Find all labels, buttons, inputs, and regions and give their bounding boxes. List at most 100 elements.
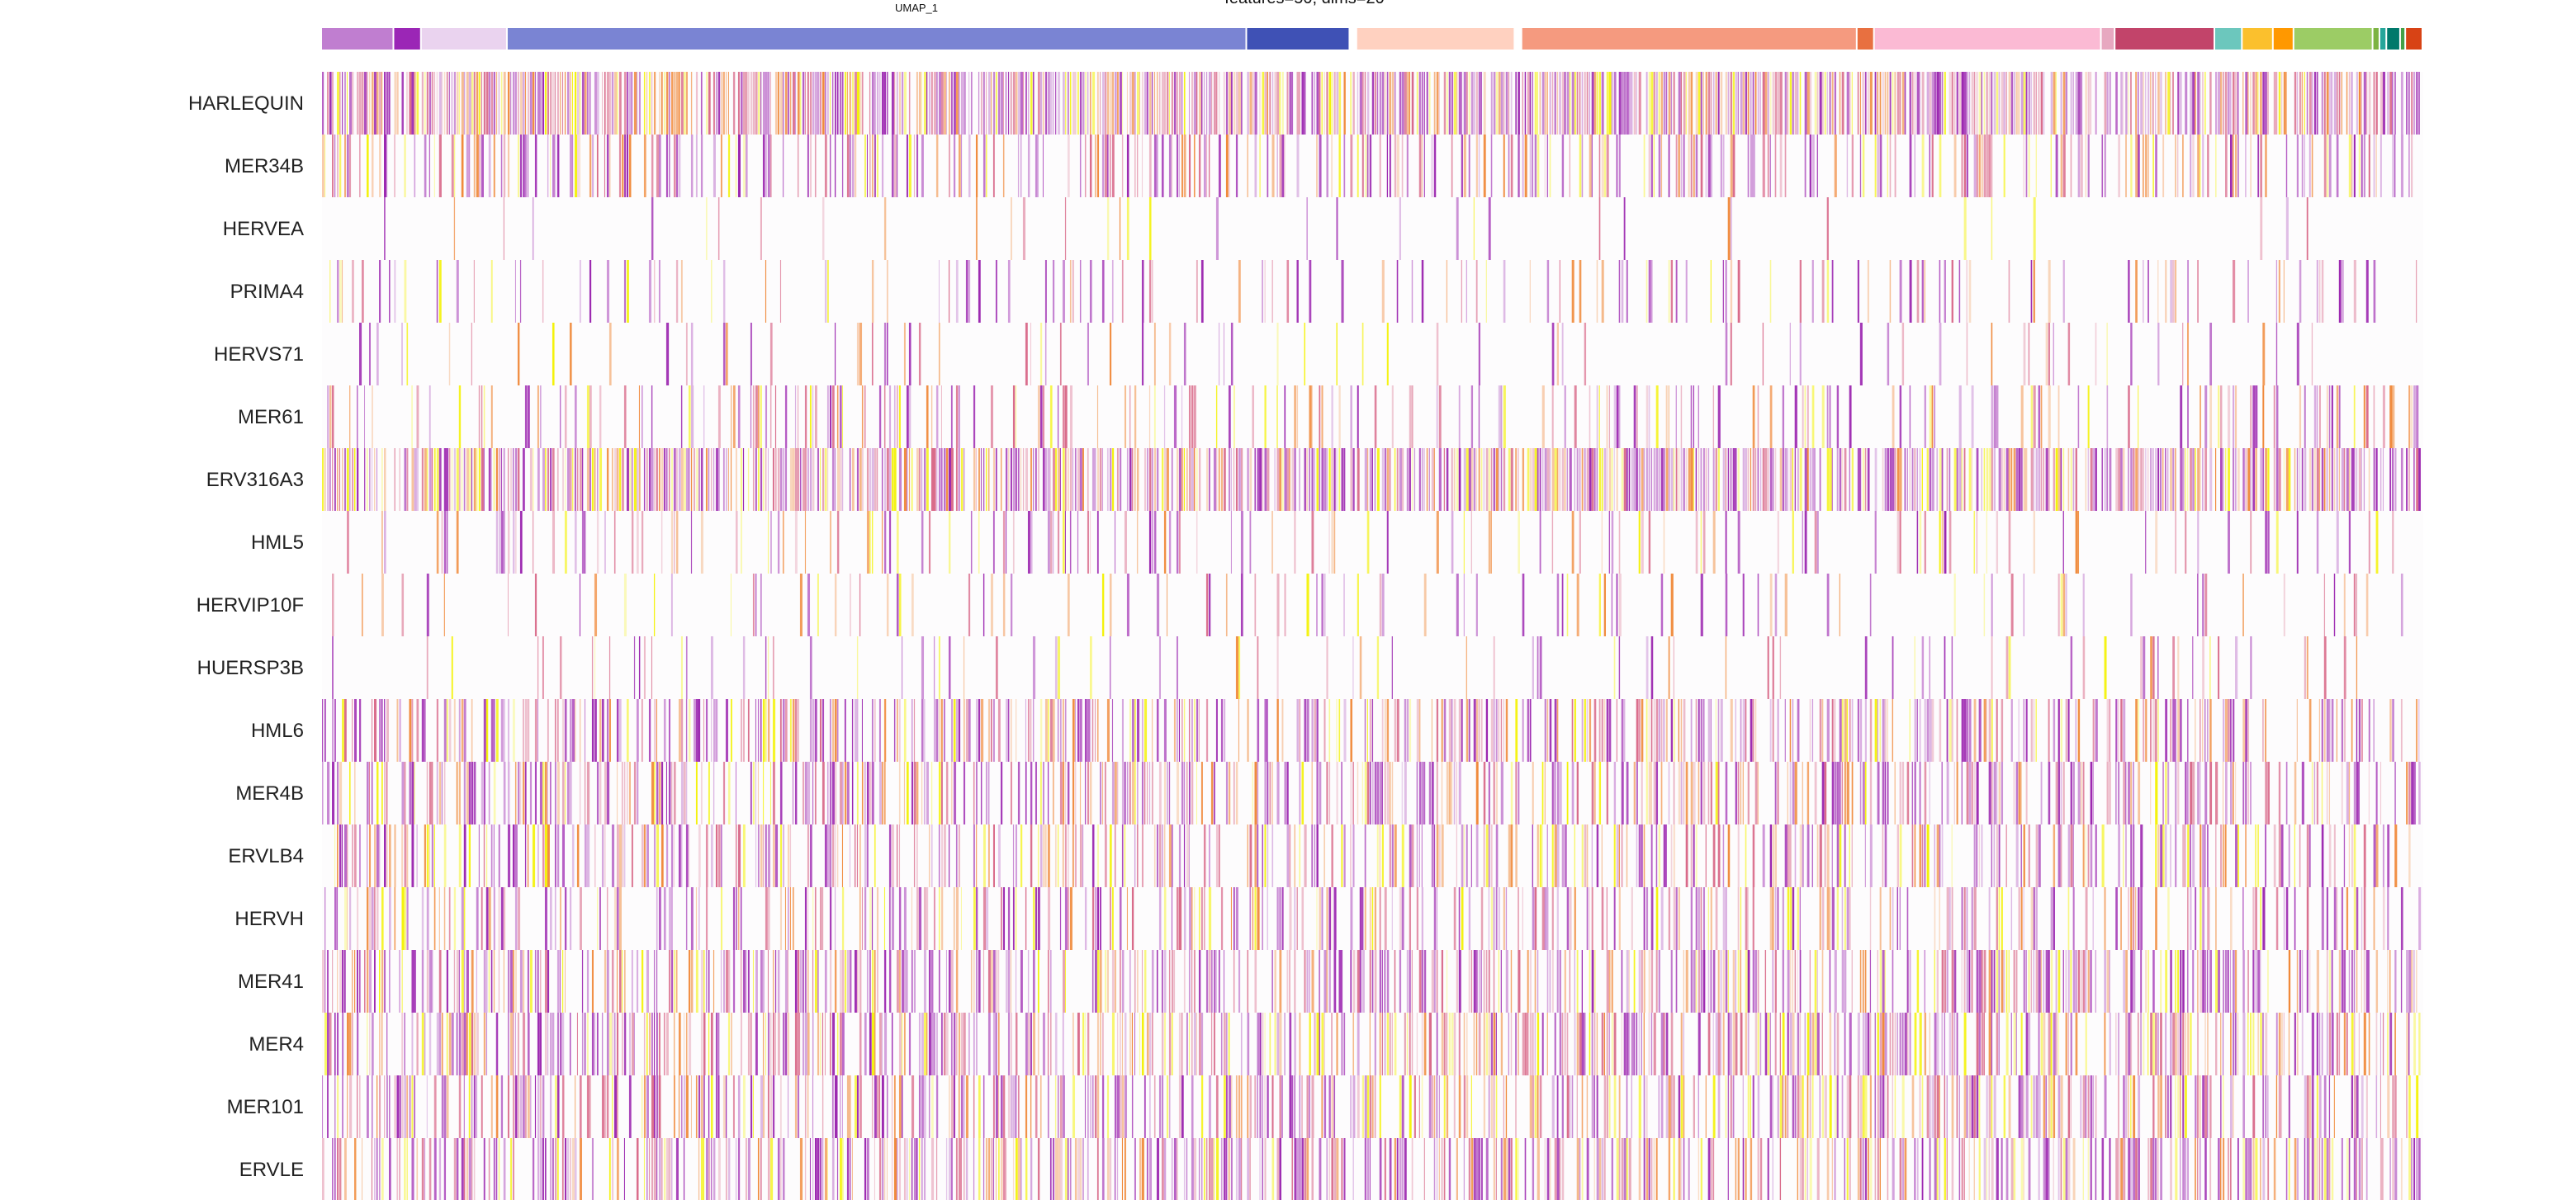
heatmap-cell	[347, 887, 348, 950]
heatmap-cell	[1208, 135, 1210, 197]
heatmap-cell	[1899, 448, 1902, 511]
heatmap-cell	[2247, 950, 2249, 1013]
heatmap-cell	[1906, 762, 1910, 824]
heatmap-cell	[2187, 260, 2189, 323]
heatmap-cell	[2373, 887, 2375, 950]
heatmap-cell	[953, 699, 956, 762]
heatmap-cell	[1054, 448, 1058, 511]
heatmap-cell	[834, 699, 837, 762]
heatmap-cell	[357, 72, 359, 135]
heatmap-cell	[938, 636, 940, 699]
heatmap-cell	[1515, 699, 1518, 762]
heatmap-cell	[1010, 448, 1012, 511]
heatmap-cell	[2285, 762, 2288, 824]
heatmap-cell	[829, 135, 831, 197]
heatmap-cell	[1044, 323, 1047, 385]
heatmap-cell	[1374, 950, 1377, 1013]
heatmap-cell	[2356, 636, 2358, 699]
heatmap-cell	[409, 762, 412, 824]
heatmap-cell	[933, 448, 936, 511]
heatmap-cell	[906, 762, 909, 824]
heatmap-cell	[1423, 448, 1425, 511]
heatmap-cell	[2128, 762, 2130, 824]
heatmap-cell	[819, 699, 822, 762]
heatmap-cell	[461, 950, 464, 1013]
heatmap-cell	[2308, 448, 2312, 511]
heatmap-cell	[2170, 824, 2171, 887]
heatmap-cell	[1707, 448, 1710, 511]
heatmap-cell	[1094, 448, 1096, 511]
heatmap-cell	[1963, 950, 1966, 1013]
heatmap-cell	[1213, 448, 1217, 511]
heatmap-cell	[1541, 72, 1545, 135]
heatmap-cell	[384, 824, 386, 887]
heatmap-cell	[730, 448, 732, 511]
heatmap-cell	[708, 72, 711, 135]
heatmap-cell	[1228, 762, 1231, 824]
heatmap-cell	[1404, 762, 1407, 824]
heatmap-cell	[2233, 950, 2235, 1013]
heatmap-cell	[1047, 699, 1049, 762]
heatmap-cell	[829, 72, 831, 135]
heatmap-cell	[1841, 72, 1844, 135]
heatmap-cell	[1789, 699, 1792, 762]
heatmap-cell	[2301, 135, 2304, 197]
heatmap-cell	[1690, 762, 1693, 824]
heatmap-cell	[1352, 448, 1355, 511]
heatmap-cell	[2375, 762, 2378, 824]
heatmap-cell	[1941, 72, 1944, 135]
heatmap-cell	[1641, 448, 1644, 511]
heatmap-cell	[765, 1013, 766, 1075]
heatmap-cell	[1834, 950, 1837, 1013]
heatmap-cell	[1269, 72, 1271, 135]
heatmap-cell	[2062, 511, 2064, 574]
heatmap-cell	[1841, 699, 1844, 762]
heatmap-cell	[1894, 72, 1896, 135]
heatmap-cell	[2356, 448, 2358, 511]
heatmap-cell	[1581, 72, 1584, 135]
heatmap-cell	[722, 260, 726, 323]
heatmap-cell	[379, 699, 381, 762]
heatmap-cell	[1772, 448, 1774, 511]
heatmap-cell	[1712, 385, 1715, 448]
heatmap-cell	[2028, 72, 2030, 135]
heatmap-cell	[2218, 385, 2220, 448]
heatmap-cell	[878, 72, 881, 135]
heatmap-cell	[2242, 574, 2244, 636]
heatmap-cell	[834, 135, 836, 197]
heatmap-cell	[1304, 448, 1306, 511]
heatmap-cell	[1782, 887, 1784, 950]
heatmap-cell	[2172, 448, 2175, 511]
heatmap-cell	[1695, 699, 1698, 762]
heatmap-cell	[725, 950, 729, 1013]
heatmap-cell	[1949, 887, 1951, 950]
heatmap-cell	[2321, 448, 2324, 511]
heatmap-cell	[1336, 762, 1338, 824]
heatmap-cell	[2363, 72, 2366, 135]
heatmap-cell	[349, 385, 351, 448]
heatmap-cell	[678, 824, 681, 887]
heatmap-cell	[2361, 887, 2363, 950]
heatmap-cell	[1811, 448, 1815, 511]
heatmap-cell	[2361, 699, 2363, 762]
heatmap-cell	[703, 950, 705, 1013]
heatmap-cell	[2318, 385, 2321, 448]
heatmap-cell	[507, 699, 509, 762]
heatmap-cell	[2418, 699, 2420, 762]
heatmap-cell	[747, 699, 750, 762]
heatmap-cell	[1508, 824, 1511, 887]
heatmap-cell	[1114, 72, 1117, 135]
heatmap-cell	[1331, 448, 1333, 511]
heatmap-cell	[1166, 72, 1169, 135]
heatmap-cell	[978, 699, 981, 762]
heatmap-cell	[1012, 448, 1016, 511]
heatmap-cell	[1648, 448, 1650, 511]
heatmap-cell	[990, 385, 993, 448]
heatmap-cell	[522, 1013, 526, 1075]
heatmap-cell	[1391, 887, 1393, 950]
heatmap-cell	[643, 636, 646, 699]
heatmap-cell	[680, 762, 684, 824]
heatmap-cell	[2202, 135, 2204, 197]
heatmap-cell	[1546, 699, 1549, 762]
heatmap-cell	[1909, 448, 1911, 511]
